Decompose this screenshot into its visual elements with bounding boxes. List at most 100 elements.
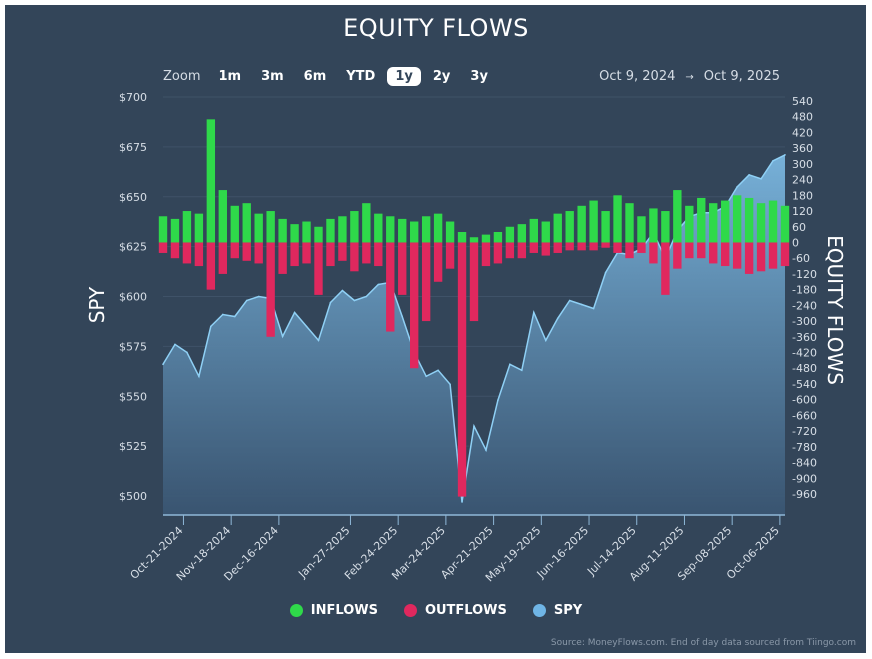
inflow-bar	[170, 218, 180, 243]
outflow-bar	[756, 242, 766, 272]
outflow-bar	[505, 242, 515, 259]
inflow-bar	[756, 203, 766, 243]
spy-point	[568, 299, 571, 302]
outflow-bar	[577, 242, 586, 251]
inflow-bar	[768, 200, 778, 243]
right-axis-title: EQUITY FLOWS	[823, 235, 847, 385]
outflow-bar	[553, 242, 562, 253]
left-tick-label: $600	[119, 291, 147, 304]
inflow-bar	[302, 221, 311, 243]
spy-point	[317, 339, 320, 342]
spy-point	[772, 160, 774, 162]
left-tick-label: $700	[119, 91, 147, 104]
outflows-dot-icon	[403, 604, 417, 617]
zoom-ytd-button[interactable]: YTD	[346, 69, 376, 84]
left-tick-label: $525	[119, 440, 147, 453]
spy-point	[736, 185, 738, 188]
inflow-bar	[338, 216, 347, 243]
inflow-bar	[242, 203, 251, 243]
inflow-bar	[780, 205, 790, 243]
outflow-bar	[709, 242, 718, 264]
outflow-bar	[242, 242, 251, 261]
outflow-bar	[445, 242, 455, 269]
spy-point	[425, 375, 427, 378]
inflow-bar	[625, 203, 634, 243]
right-tick-label: -420	[792, 347, 817, 360]
inflow-bar	[278, 218, 287, 243]
right-tick-label: 540	[792, 95, 813, 108]
right-tick-label: 300	[792, 158, 813, 171]
spy-point	[233, 315, 236, 318]
spy-point	[748, 174, 750, 176]
legend-item-outflows[interactable]: OUTFLOWS	[403, 603, 507, 618]
outflow-bar	[302, 242, 311, 264]
inflow-bar	[218, 190, 227, 243]
outflow-bar	[457, 242, 467, 497]
range-from-input[interactable]: Oct 9, 2024	[599, 69, 676, 84]
right-tick-label: -540	[792, 378, 817, 391]
legend-label: OUTFLOWS	[424, 603, 507, 618]
spy-point	[174, 343, 176, 346]
outflow-bar	[685, 242, 694, 259]
inflow-bar	[744, 197, 754, 243]
outflow-bar	[589, 242, 598, 251]
spy-point	[353, 299, 356, 302]
zoom-3m-button[interactable]: 3m	[261, 69, 284, 84]
left-tick-label: $650	[119, 191, 147, 204]
inflow-bar	[158, 216, 168, 243]
inflow-bar	[433, 213, 443, 243]
outflow-bar	[469, 242, 479, 322]
zoom-2y-button[interactable]: 2y	[432, 69, 451, 84]
outflow-bar	[218, 242, 227, 274]
right-tick-label: -960	[792, 488, 817, 501]
zoom-3y-button[interactable]: 3y	[470, 69, 488, 84]
outflow-bar	[421, 242, 431, 322]
legend-label: SPY	[553, 603, 583, 618]
inflow-bar	[517, 224, 527, 243]
left-tick-label: $675	[119, 141, 147, 154]
inflow-bar	[254, 213, 263, 243]
inflow-bar	[661, 211, 670, 243]
outflow-bar	[649, 242, 658, 264]
outflow-bar	[721, 242, 730, 267]
inflow-bar	[290, 224, 299, 243]
inflow-bar	[493, 232, 503, 243]
outflow-bar	[625, 242, 634, 259]
inflow-bar	[613, 195, 622, 243]
spy-point	[305, 325, 308, 328]
right-tick-label: -840	[792, 457, 817, 470]
legend: INFLOWS OUTFLOWS SPY	[0, 603, 872, 618]
outflow-bar	[529, 242, 538, 253]
right-tick-label: 60	[792, 221, 806, 234]
left-tick-label: $500	[119, 490, 147, 503]
outflow-bar	[410, 242, 419, 369]
zoom-1y-button[interactable]: 1y	[387, 67, 421, 86]
outflow-bar	[386, 242, 395, 332]
spy-point	[784, 154, 786, 156]
right-tick-label: -180	[792, 284, 817, 297]
zoom-6m-button[interactable]: 6m	[303, 69, 327, 84]
spy-point	[592, 307, 595, 310]
inflow-bar	[445, 221, 455, 243]
inflow-bar	[553, 213, 562, 243]
spy-point	[210, 325, 212, 328]
arrow-icon: →	[685, 72, 694, 83]
spy-point	[365, 295, 368, 298]
spy-point	[580, 303, 583, 306]
spy-point	[341, 289, 344, 292]
zoom-1m-button[interactable]: 1m	[218, 69, 242, 84]
outflow-bar	[254, 242, 263, 264]
inflow-bar	[577, 205, 586, 243]
inflow-bar	[362, 203, 371, 243]
spy-point	[401, 315, 404, 318]
right-tick-label: -900	[792, 472, 817, 485]
right-tick-label: 240	[792, 174, 813, 187]
legend-item-spy[interactable]: SPY	[532, 603, 583, 618]
outflow-bar	[481, 242, 491, 267]
inflow-bar	[685, 205, 694, 243]
range-to-input[interactable]: Oct 9, 2025	[703, 69, 780, 84]
spy-point	[437, 369, 439, 372]
legend-item-inflows[interactable]: INFLOWS	[289, 603, 378, 618]
inflow-bar	[374, 213, 383, 243]
